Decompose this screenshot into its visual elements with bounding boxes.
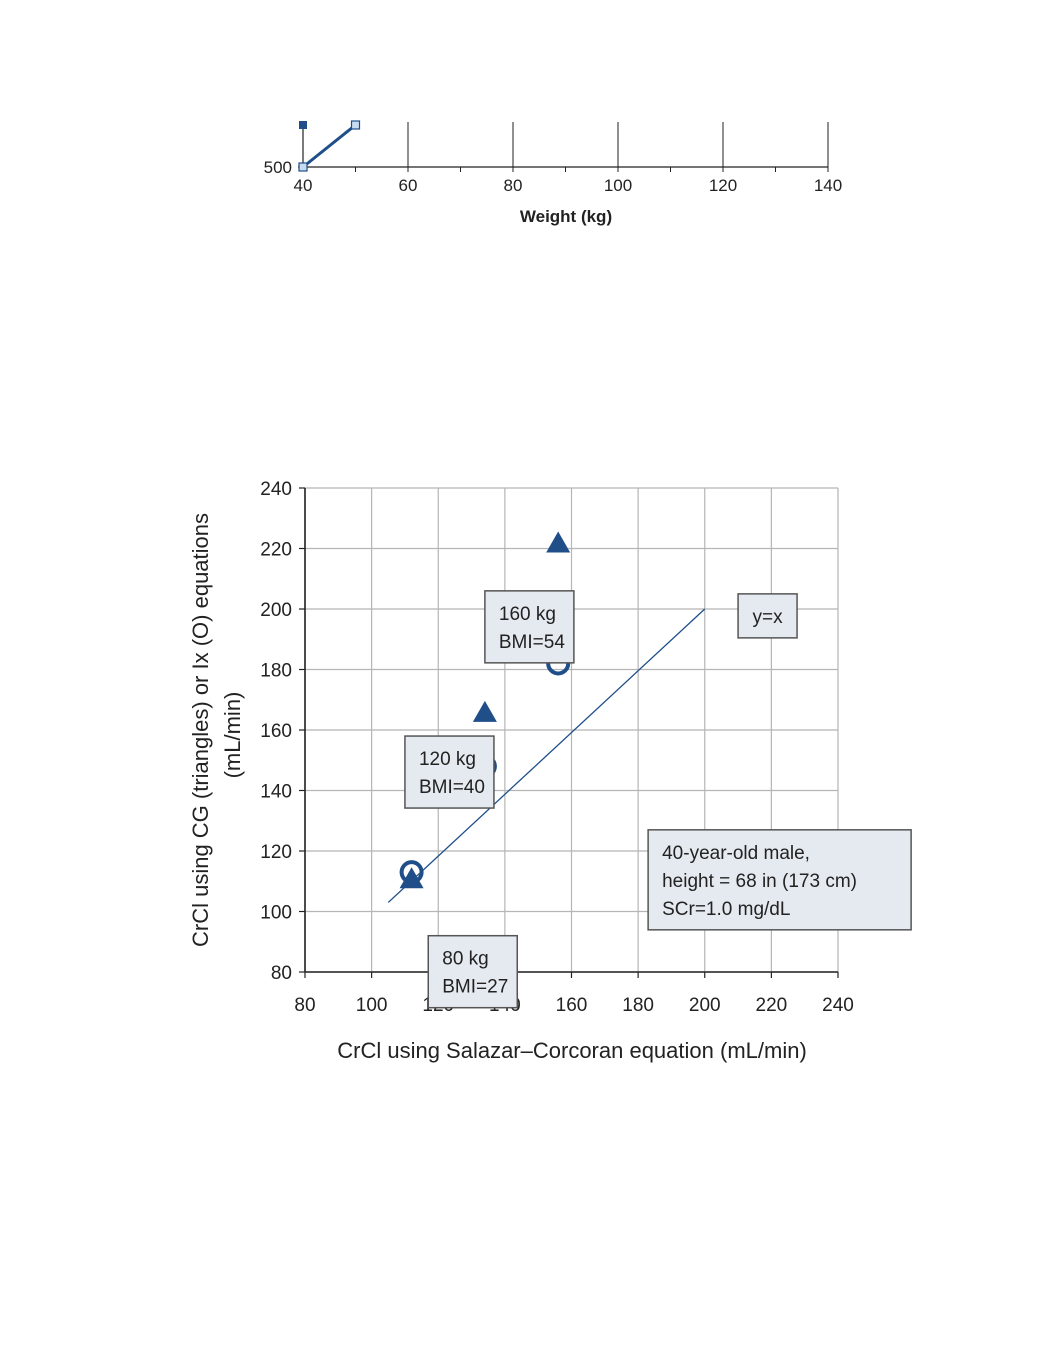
- x-axis-title: CrCl using Salazar–Corcoran equation (mL…: [337, 1038, 807, 1063]
- y-axis-title-line1: CrCl using CG (triangles) or Ix (O) equa…: [188, 513, 213, 947]
- annotation-frame: [647, 829, 912, 931]
- filled-square-marker: [299, 121, 307, 129]
- y-tick-label: 240: [260, 479, 292, 500]
- weight-chart: 40 60 80 100 120 140 500 Weight (kg): [264, 120, 842, 226]
- x-tick-label: 180: [622, 995, 654, 1016]
- x-tick-label: 200: [689, 995, 721, 1016]
- y-tick-label: 120: [260, 842, 292, 863]
- y-tick-label: 80: [271, 963, 292, 984]
- annotation-box: 160 kg BMI=54: [484, 590, 575, 664]
- y-tick-label: 140: [260, 782, 292, 803]
- y-tick-label: 100: [260, 903, 292, 924]
- x-tick-label: 120: [709, 176, 737, 195]
- x-axis-title: Weight (kg): [520, 207, 612, 226]
- annotation-box: 120 kg BMI=40: [404, 735, 495, 809]
- x-tick-label: 140: [814, 176, 842, 195]
- annotation-box: 80 kg BMI=27: [427, 934, 519, 1009]
- annotation-frame: [427, 934, 519, 1009]
- x-tick-label: 160: [556, 995, 588, 1016]
- annotation-text: 160 kg: [499, 604, 556, 625]
- annotation-text: 80 kg: [442, 949, 488, 970]
- y-tick-label: 160: [260, 721, 292, 742]
- annotation-frame: [404, 735, 495, 809]
- reference-line-y-equals-x: [387, 608, 706, 903]
- x-tick-label: 80: [504, 176, 523, 195]
- y-tick-label: 500: [264, 158, 292, 177]
- annotation-box: y=x: [737, 593, 798, 639]
- x-tick-label: 220: [756, 995, 788, 1016]
- x-tick-label: 40: [294, 176, 313, 195]
- x-tick-label: 60: [399, 176, 418, 195]
- x-tick-label: 100: [604, 176, 632, 195]
- open-square-marker: [298, 162, 308, 172]
- open-square-marker: [350, 120, 361, 130]
- x-tick-label: 240: [822, 995, 854, 1016]
- y-tick-label: 220: [260, 540, 292, 561]
- annotation-text: height = 68 in (173 cm): [662, 871, 857, 892]
- triangle-marker: [546, 531, 571, 553]
- annotation-text: BMI=27: [442, 977, 508, 998]
- y-tick-label: 200: [260, 600, 292, 621]
- annotation-text: SCr=1.0 mg/dL: [662, 899, 790, 920]
- annotation-frame: [737, 593, 798, 639]
- annotation-text: BMI=54: [499, 632, 565, 653]
- annotation-text: 40-year-old male,: [662, 843, 810, 864]
- annotation-text: y=x: [753, 607, 784, 628]
- x-tick-label: 100: [356, 995, 388, 1016]
- y-tick-label: 180: [260, 661, 292, 682]
- annotation-text: BMI=40: [419, 777, 485, 798]
- triangle-marker: [472, 700, 497, 722]
- y-axis-title-line2: (mL/min): [220, 692, 245, 779]
- triangle-marker: [399, 867, 424, 889]
- annotation-text: 120 kg: [419, 749, 476, 770]
- annotation-frame: [484, 590, 575, 664]
- x-tick-label: 80: [294, 995, 315, 1016]
- annotation-box: 40-year-old male, height = 68 in (173 cm)…: [647, 829, 912, 931]
- series-line: [302, 123, 357, 169]
